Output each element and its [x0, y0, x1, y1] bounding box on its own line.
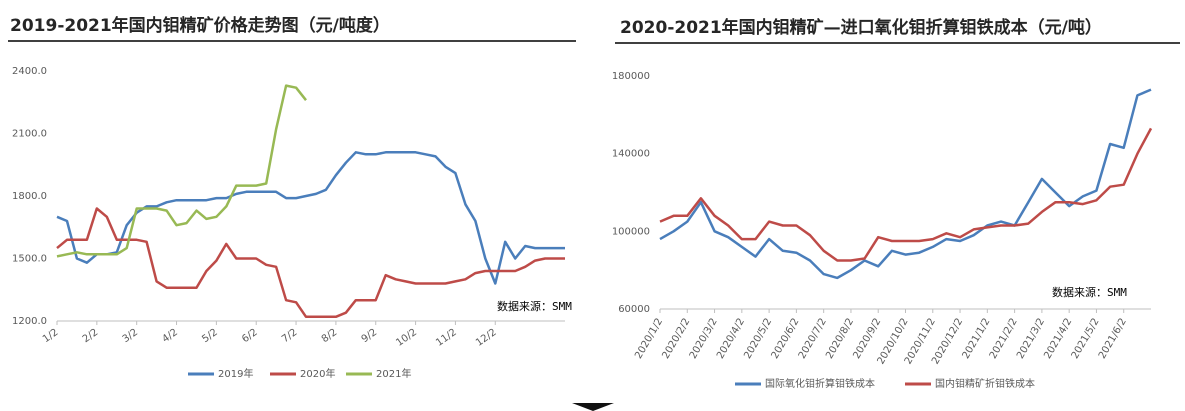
y-tick-label: 2100.0	[12, 129, 47, 140]
source-note: 数据来源：SMM	[497, 299, 572, 313]
x-tick-label: 12/2	[474, 327, 499, 349]
y-tick-label: 140000	[612, 149, 650, 160]
x-tick-label: 1/2	[41, 327, 60, 345]
legend-label: 2019年	[218, 367, 253, 380]
y-tick-label: 180000	[612, 71, 650, 82]
legend-label: 2021年	[376, 367, 411, 380]
legend-label: 国内钼精矿折钼铁成本	[935, 377, 1035, 390]
x-tick-label: 3/2	[121, 327, 140, 345]
series-line	[659, 127, 1153, 262]
x-tick-label: 8/2	[320, 327, 339, 345]
chart-title: 2020-2021年国内钼精矿—进口氧化钼折算钼铁成本（元/吨）	[620, 17, 1102, 38]
x-tick-label: 2/2	[81, 327, 100, 345]
legend-label: 国际氧化钼折算钼铁成本	[765, 377, 875, 390]
y-tick-label: 1800.0	[12, 191, 47, 202]
x-tick-label: 4/2	[160, 327, 179, 345]
series-line	[56, 207, 565, 319]
x-tick-label: 9/2	[360, 327, 379, 345]
source-note: 数据来源：SMM	[1052, 285, 1127, 299]
scroll-arrow	[572, 403, 614, 411]
y-tick-label: 1500.0	[12, 254, 47, 265]
x-tick-label: 2021/6/2	[1097, 317, 1129, 361]
series-line	[56, 84, 307, 258]
series-line	[659, 88, 1152, 280]
x-tick-label: 6/2	[240, 327, 259, 345]
x-tick-label: 11/2	[434, 327, 459, 349]
legend-label: 2020年	[300, 367, 335, 380]
y-tick-label: 1200.0	[12, 316, 47, 327]
chart-title: 2019-2021年国内钼精矿价格走势图（元/吨度）	[10, 15, 390, 36]
y-tick-label: 100000	[612, 226, 650, 237]
y-tick-label: 2400.0	[12, 66, 47, 77]
y-tick-label: 60000	[618, 304, 650, 315]
x-tick-label: 5/2	[200, 327, 219, 345]
x-tick-label: 7/2	[280, 327, 299, 345]
x-tick-label: 10/2	[394, 327, 419, 349]
